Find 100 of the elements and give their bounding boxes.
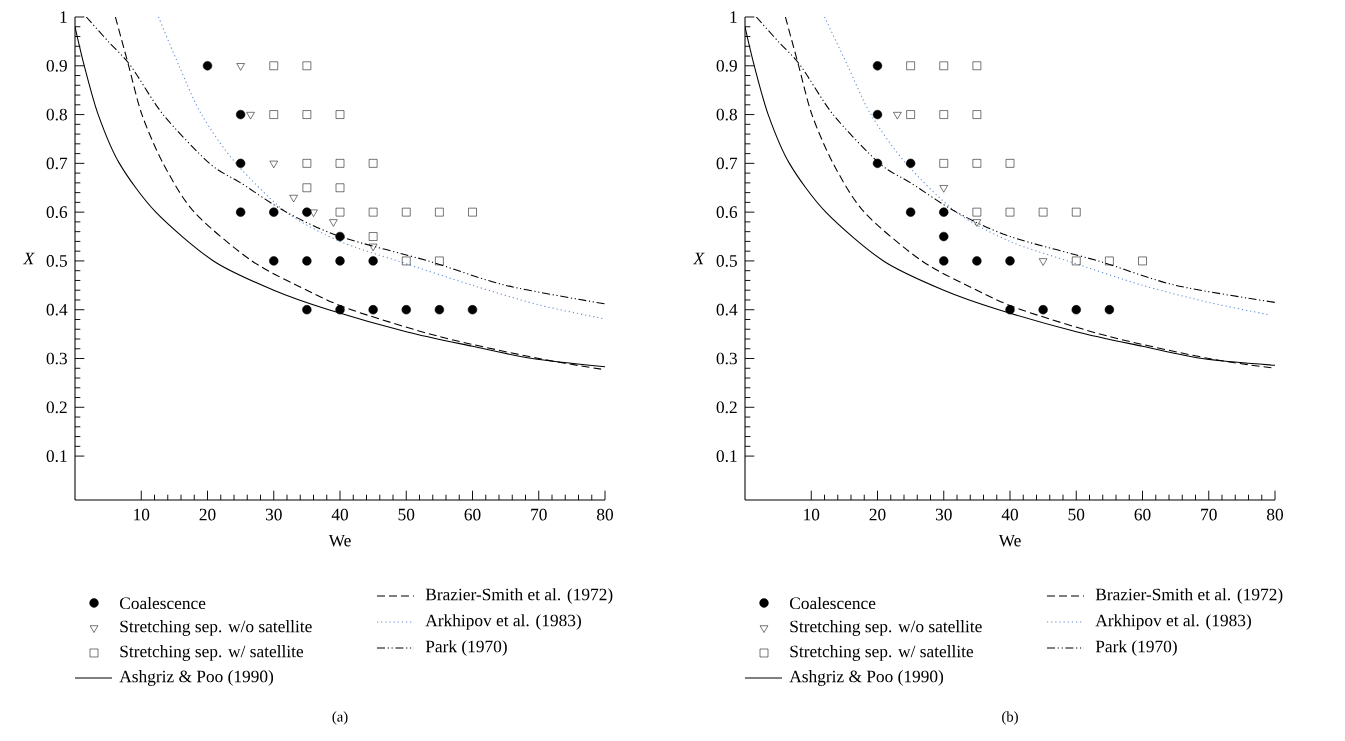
point — [1005, 305, 1015, 315]
point — [368, 243, 378, 252]
point — [235, 207, 246, 217]
point — [368, 305, 378, 315]
y-tick-label: 0.5 — [716, 255, 737, 267]
legend-label: Brazier-Smith et al. (1972) — [1095, 588, 1283, 604]
point — [309, 209, 318, 217]
point — [906, 110, 915, 119]
x-tick-label: 10 — [134, 508, 150, 521]
legend-label: Ashgriz & Poo (1990) — [789, 670, 944, 686]
point — [289, 194, 298, 203]
legend-label: Arkhipov et al. (1983) — [425, 614, 581, 630]
text: (b) — [1002, 711, 1018, 725]
y-tick-label: 0.8 — [716, 108, 737, 121]
point — [972, 110, 982, 119]
x-axis-title: We — [328, 534, 351, 547]
legend-label: Stretching sep. w/o satellite — [120, 620, 312, 636]
x-tick-label: 10 — [804, 508, 820, 521]
y-axis-title: X — [22, 252, 35, 265]
y-tick-label: 0.9 — [46, 59, 67, 72]
legend-label: Coalescence — [789, 596, 876, 610]
point — [939, 61, 949, 71]
y-tick-label: 0.9 — [716, 59, 737, 72]
y-tick-label: 0.6 — [716, 206, 738, 219]
point — [1071, 256, 1081, 266]
point — [467, 305, 478, 315]
legend-label: Arkhipov et al. (1983) — [1095, 614, 1251, 630]
y-tick-label: 0.5 — [46, 255, 67, 267]
point — [1038, 305, 1048, 315]
line-series — [823, 17, 1269, 316]
point — [1005, 256, 1015, 266]
point — [235, 109, 246, 120]
legend-label: Park (1970) — [425, 640, 507, 656]
y-tick-label: 0.2 — [46, 401, 67, 414]
point — [939, 185, 948, 193]
point — [972, 256, 982, 266]
point — [329, 219, 338, 227]
point — [939, 256, 949, 266]
point — [335, 305, 345, 315]
point — [269, 61, 279, 71]
point — [302, 183, 312, 193]
x-tick-label: 40 — [1001, 508, 1019, 521]
x-axis-title: We — [998, 534, 1021, 547]
point — [236, 63, 245, 71]
legend-label: Stretching sep. w/ satellite — [120, 645, 304, 661]
legend-label: Ashgriz & Poo (1990) — [119, 670, 274, 686]
point — [1071, 207, 1081, 217]
x-tick-label: 20 — [199, 508, 216, 521]
point — [972, 207, 982, 217]
point — [401, 256, 411, 266]
point — [1038, 258, 1048, 266]
point — [335, 207, 345, 217]
point — [368, 159, 378, 168]
point — [1105, 256, 1114, 266]
point — [269, 110, 279, 119]
point — [1038, 207, 1048, 217]
y-tick-label: 0.3 — [716, 352, 737, 365]
point — [246, 112, 255, 120]
y-tick-label: 1 — [730, 11, 737, 23]
point — [905, 207, 916, 217]
point — [939, 231, 949, 242]
legend-label: Park (1970) — [1095, 640, 1177, 656]
point — [302, 256, 312, 266]
point — [872, 61, 883, 71]
point — [1005, 159, 1015, 168]
point — [1138, 256, 1147, 266]
x-tick-label: 70 — [531, 508, 547, 521]
point — [335, 110, 345, 119]
point — [939, 159, 949, 168]
point — [269, 256, 279, 266]
y-tick-label: 0.7 — [46, 157, 68, 170]
legend-label: Brazier-Smith et al. (1972) — [425, 588, 613, 604]
point — [468, 207, 477, 217]
point — [972, 159, 982, 168]
point — [1005, 207, 1015, 217]
y-tick-label: 0.6 — [46, 206, 68, 219]
x-tick-label: 70 — [1201, 508, 1217, 521]
point — [269, 160, 278, 169]
y-tick-label: 0.3 — [46, 352, 67, 365]
x-tick-label: 50 — [398, 508, 415, 521]
point — [893, 112, 902, 120]
point — [906, 61, 915, 71]
point — [368, 207, 378, 217]
x-tick-label: 30 — [935, 508, 952, 521]
point — [1104, 305, 1115, 315]
point — [872, 158, 883, 169]
legend-label: Stretching sep. w/ satellite — [790, 645, 974, 661]
point — [434, 305, 445, 315]
point — [335, 256, 345, 266]
y-tick-label: 0.1 — [716, 450, 737, 462]
point — [335, 231, 345, 242]
x-tick-label: 60 — [464, 508, 481, 521]
point — [269, 207, 279, 217]
point — [302, 110, 312, 119]
y-tick-label: 0.7 — [716, 157, 738, 170]
text: (a) — [332, 711, 348, 725]
point — [972, 219, 982, 227]
x-tick-label: 50 — [1068, 508, 1085, 521]
point — [401, 207, 411, 217]
y-tick-label: 0.4 — [716, 303, 738, 316]
